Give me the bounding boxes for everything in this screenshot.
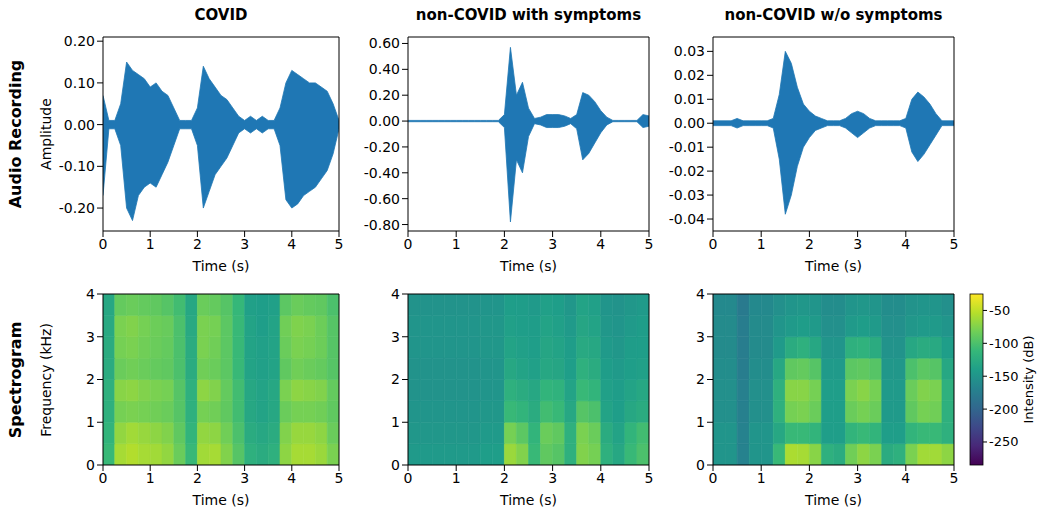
- svg-text:Time (s): Time (s): [804, 492, 862, 507]
- svg-text:-50: -50: [989, 303, 1010, 318]
- svg-text:1: 1: [452, 236, 461, 252]
- svg-text:0: 0: [404, 470, 413, 486]
- svg-text:1: 1: [757, 236, 766, 252]
- svg-text:5: 5: [335, 236, 344, 252]
- html-text:Spectrogram: Spectrogram: [6, 321, 25, 438]
- svg-text:1: 1: [86, 414, 95, 430]
- svg-text:-0.03: -0.03: [669, 187, 705, 203]
- svg-text:4: 4: [696, 286, 705, 302]
- svg-text:Time (s): Time (s): [499, 492, 557, 507]
- svg-text:2: 2: [500, 470, 509, 486]
- svg-text:4: 4: [596, 236, 605, 252]
- svg-text:4: 4: [596, 470, 605, 486]
- svg-text:0.60: 0.60: [369, 35, 400, 51]
- svg-text:0.00: 0.00: [369, 113, 400, 129]
- svg-text:Time (s): Time (s): [804, 258, 862, 273]
- svg-text:5: 5: [950, 236, 959, 252]
- html-text:Amplitude: Amplitude: [38, 98, 54, 170]
- svg-text:-0.20: -0.20: [59, 200, 95, 216]
- svg-text:2: 2: [805, 236, 814, 252]
- svg-text:Time (s): Time (s): [499, 258, 557, 273]
- svg-text:3: 3: [240, 470, 249, 486]
- svg-text:0.10: 0.10: [64, 75, 95, 91]
- svg-text:4: 4: [901, 470, 910, 486]
- svg-text:4: 4: [287, 470, 296, 486]
- svg-text:3: 3: [696, 329, 705, 345]
- svg-text:5: 5: [645, 470, 654, 486]
- svg-text:-0.60: -0.60: [364, 191, 400, 207]
- svg-text:4: 4: [391, 286, 400, 302]
- svg-text:Intensity (dB): Intensity (dB): [1021, 335, 1036, 423]
- svg-text:-0.20: -0.20: [364, 139, 400, 155]
- svg-text:2: 2: [86, 371, 95, 387]
- html-text:non-COVID w/o symptoms: non-COVID w/o symptoms: [724, 6, 943, 24]
- svg-text:1: 1: [757, 470, 766, 486]
- svg-text:-0.80: -0.80: [364, 217, 400, 233]
- svg-text:3: 3: [853, 236, 862, 252]
- svg-text:-0.01: -0.01: [669, 139, 705, 155]
- svg-text:-150: -150: [989, 369, 1019, 384]
- svg-text:5: 5: [950, 470, 959, 486]
- svg-text:0.00: 0.00: [674, 115, 705, 131]
- svg-text:1: 1: [146, 470, 155, 486]
- svg-text:5: 5: [335, 470, 344, 486]
- svg-text:0.40: 0.40: [369, 61, 400, 77]
- svg-text:3: 3: [548, 470, 557, 486]
- html-text:non-COVID with symptoms: non-COVID with symptoms: [415, 6, 642, 24]
- svg-text:0.03: 0.03: [674, 43, 705, 59]
- svg-text:5: 5: [645, 236, 654, 252]
- svg-text:4: 4: [901, 236, 910, 252]
- svg-text:2: 2: [500, 236, 509, 252]
- svg-text:0: 0: [86, 457, 95, 473]
- svg-text:0: 0: [696, 457, 705, 473]
- svg-text:-0.40: -0.40: [364, 165, 400, 181]
- svg-text:1: 1: [146, 236, 155, 252]
- svg-text:3: 3: [548, 236, 557, 252]
- svg-text:0: 0: [99, 470, 108, 486]
- svg-text:1: 1: [696, 414, 705, 430]
- html-text:COVID: COVID: [194, 6, 248, 24]
- svg-text:3: 3: [240, 236, 249, 252]
- svg-text:1: 1: [452, 470, 461, 486]
- svg-text:0.20: 0.20: [64, 33, 95, 49]
- svg-text:-100: -100: [989, 336, 1019, 351]
- svg-text:0: 0: [404, 236, 413, 252]
- svg-text:-0.04: -0.04: [669, 211, 705, 227]
- svg-text:0.00: 0.00: [64, 117, 95, 133]
- svg-text:4: 4: [86, 286, 95, 302]
- svg-text:-200: -200: [989, 402, 1019, 417]
- svg-text:-0.02: -0.02: [669, 163, 705, 179]
- html-text:Audio Recording: Audio Recording: [6, 59, 25, 209]
- svg-text:-0.10: -0.10: [59, 158, 95, 174]
- svg-text:4: 4: [287, 236, 296, 252]
- html-text:Frequency (kHz): Frequency (kHz): [38, 322, 54, 437]
- svg-text:3: 3: [86, 329, 95, 345]
- svg-text:2: 2: [193, 470, 202, 486]
- svg-text:2: 2: [391, 371, 400, 387]
- svg-text:Time (s): Time (s): [192, 492, 250, 507]
- svg-text:0.20: 0.20: [369, 87, 400, 103]
- svg-text:2: 2: [696, 371, 705, 387]
- svg-text:0.02: 0.02: [674, 67, 705, 83]
- svg-text:3: 3: [853, 470, 862, 486]
- svg-text:2: 2: [193, 236, 202, 252]
- svg-text:0: 0: [99, 236, 108, 252]
- svg-text:0: 0: [709, 236, 718, 252]
- svg-text:0: 0: [709, 470, 718, 486]
- svg-text:Time (s): Time (s): [192, 258, 250, 273]
- svg-text:3: 3: [391, 329, 400, 345]
- svg-text:-250: -250: [989, 434, 1019, 449]
- svg-text:0.01: 0.01: [674, 91, 705, 107]
- svg-text:1: 1: [391, 414, 400, 430]
- svg-text:0: 0: [391, 457, 400, 473]
- svg-text:2: 2: [805, 470, 814, 486]
